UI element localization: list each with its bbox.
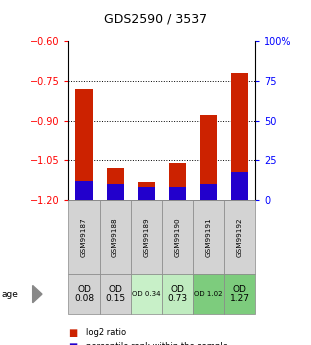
Bar [231, 171, 248, 200]
Text: age: age [2, 289, 18, 299]
Text: log2 ratio: log2 ratio [86, 328, 126, 337]
Text: ■: ■ [68, 328, 78, 338]
Bar [200, 116, 217, 200]
Polygon shape [33, 286, 42, 303]
Bar [137, 187, 155, 200]
Text: OD 0.34: OD 0.34 [132, 291, 160, 297]
Text: GDS2590 / 3537: GDS2590 / 3537 [104, 12, 207, 25]
Bar [76, 89, 93, 200]
Bar [106, 168, 123, 200]
Text: ■: ■ [68, 342, 78, 345]
Text: OD 1.02: OD 1.02 [194, 291, 223, 297]
Text: OD
0.08: OD 0.08 [74, 285, 94, 304]
Text: GSM99191: GSM99191 [205, 217, 211, 257]
Bar [200, 184, 217, 200]
Bar [106, 184, 123, 200]
Bar [169, 187, 186, 200]
Text: OD
0.15: OD 0.15 [105, 285, 125, 304]
Text: percentile rank within the sample: percentile rank within the sample [86, 342, 228, 345]
Text: GSM99192: GSM99192 [236, 217, 243, 257]
Text: GSM99187: GSM99187 [81, 217, 87, 257]
Bar [137, 181, 155, 200]
Bar [76, 181, 93, 200]
Text: GSM99188: GSM99188 [112, 217, 118, 257]
Text: GSM99189: GSM99189 [143, 217, 149, 257]
Text: GSM99190: GSM99190 [174, 217, 180, 257]
Text: OD
0.73: OD 0.73 [167, 285, 187, 304]
Bar [169, 163, 186, 200]
Text: OD
1.27: OD 1.27 [230, 285, 249, 304]
Bar [231, 73, 248, 200]
